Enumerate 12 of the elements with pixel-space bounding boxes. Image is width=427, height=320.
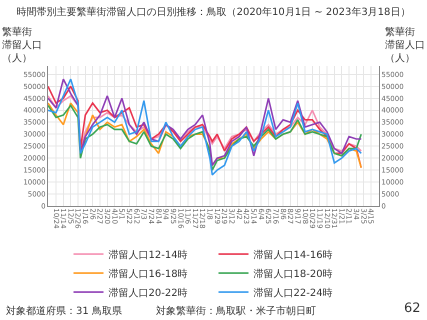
legend-label: 滞留人口20-22時 [108, 287, 188, 299]
text: 対象都道府県：31 鳥取県 [6, 305, 122, 317]
text: 62 [404, 301, 421, 316]
legend-label: 滞留人口12-14時 [108, 249, 188, 261]
text: 対象繁華街：鳥取駅・米子市朝日町 [156, 305, 316, 317]
legend-label: 滞留人口16-18時 [108, 268, 188, 280]
legend-label: 滞留人口18-20時 [254, 268, 333, 280]
legend-label: 滞留人口22-24時 [254, 287, 333, 299]
legend-label: 滞留人口14-16時 [254, 249, 333, 261]
chart-title: 時間帯別主要繁華街滞留人口の日別推移：鳥取（2020年10月1日 ~ 2023年3月18日） [16, 6, 410, 18]
y-axis-title: 繁華街滞留人口（人） [2, 26, 42, 64]
y2-axis-title: 繁華街滞留人口（人） [385, 26, 425, 64]
